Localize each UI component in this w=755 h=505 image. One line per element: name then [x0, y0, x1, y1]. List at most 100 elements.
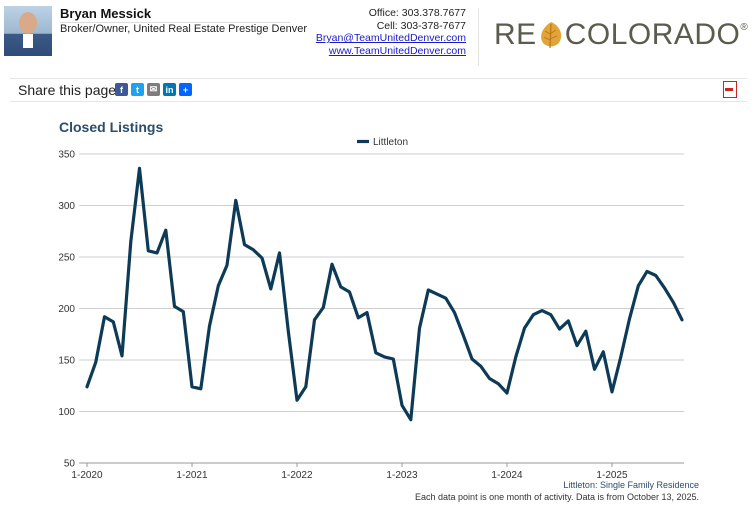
data-point[interactable]: [540, 309, 544, 312]
y-tick-label: 150: [58, 356, 75, 367]
data-point[interactable]: [654, 274, 657, 277]
y-tick-label: 350: [58, 150, 75, 161]
data-point[interactable]: [112, 320, 115, 324]
x-tick-label: 1-2020: [71, 470, 103, 480]
data-point[interactable]: [120, 354, 124, 358]
data-point[interactable]: [462, 334, 465, 337]
data-point[interactable]: [549, 313, 552, 316]
data-point[interactable]: [479, 364, 482, 368]
data-point[interactable]: [505, 391, 509, 395]
data-point[interactable]: [260, 256, 264, 260]
data-point[interactable]: [348, 290, 351, 294]
data-point[interactable]: [602, 350, 605, 353]
data-point[interactable]: [365, 311, 369, 314]
email-link[interactable]: Bryan@TeamUnitedDenver.com: [315, 32, 466, 44]
add-icon[interactable]: +: [179, 83, 192, 96]
data-point[interactable]: [418, 326, 421, 330]
re-colorado-logo: RE COLORADO®: [494, 18, 748, 51]
data-point[interactable]: [287, 329, 290, 333]
data-point[interactable]: [234, 199, 237, 202]
data-point[interactable]: [147, 249, 150, 253]
avatar: [4, 6, 52, 56]
data-point[interactable]: [488, 377, 491, 380]
email-icon[interactable]: ✉: [147, 83, 160, 96]
data-point[interactable]: [357, 316, 360, 319]
data-point[interactable]: [637, 284, 640, 288]
facebook-icon[interactable]: f: [115, 83, 128, 96]
y-tick-label: 100: [58, 407, 75, 418]
data-point[interactable]: [217, 284, 220, 288]
data-point[interactable]: [453, 311, 456, 314]
x-tick-label: 1-2025: [596, 470, 628, 480]
x-tick-label: 1-2021: [176, 470, 208, 480]
data-point[interactable]: [225, 264, 229, 267]
data-point[interactable]: [199, 387, 202, 391]
data-point[interactable]: [497, 382, 500, 385]
data-point[interactable]: [523, 326, 526, 330]
data-point[interactable]: [208, 324, 211, 328]
data-point[interactable]: [278, 251, 281, 255]
source-footnote: Each data point is one month of activity…: [415, 492, 699, 502]
series-footnote: Littleton: Single Family Residence: [563, 480, 699, 490]
data-point[interactable]: [173, 305, 176, 308]
data-point[interactable]: [532, 313, 535, 316]
data-point[interactable]: [628, 317, 631, 320]
data-point[interactable]: [339, 285, 342, 289]
data-point[interactable]: [619, 355, 622, 359]
data-point[interactable]: [85, 385, 89, 388]
data-point[interactable]: [584, 329, 587, 333]
contact-block: Office: 303.378.7677 Cell: 303-378-7677 …: [316, 7, 466, 57]
data-point[interactable]: [444, 297, 447, 300]
data-point[interactable]: [593, 368, 596, 371]
pdf-icon[interactable]: [723, 81, 737, 98]
data-point[interactable]: [409, 418, 412, 421]
y-tick-label: 300: [58, 201, 75, 212]
x-tick-label: 1-2024: [491, 470, 523, 480]
series-line-littleton: [85, 166, 684, 422]
data-point[interactable]: [645, 270, 649, 273]
data-point[interactable]: [304, 385, 307, 388]
data-point[interactable]: [575, 344, 579, 347]
closed-listings-chart: 50 100 150 200 250 300 350 1-2020 1-2021 1-2022 1-…: [58, 137, 684, 480]
data-point[interactable]: [663, 286, 666, 290]
data-point[interactable]: [374, 351, 377, 354]
data-point[interactable]: [243, 243, 246, 246]
x-tick-label: 1-2023: [386, 470, 418, 480]
data-point[interactable]: [138, 167, 141, 170]
website-link[interactable]: www.TeamUnitedDenver.com: [328, 44, 466, 57]
data-point[interactable]: [680, 318, 684, 322]
data-point[interactable]: [182, 310, 185, 313]
data-point[interactable]: [190, 385, 194, 388]
data-point[interactable]: [155, 251, 159, 255]
data-point[interactable]: [313, 318, 316, 322]
twitter-icon[interactable]: t: [131, 83, 144, 96]
data-point[interactable]: [322, 306, 325, 309]
data-point[interactable]: [610, 390, 614, 394]
data-point[interactable]: [383, 355, 386, 359]
data-point[interactable]: [295, 398, 299, 402]
data-point[interactable]: [252, 248, 255, 251]
divider: [478, 8, 479, 66]
share-bar: Share this page: f t ✉ in +: [10, 78, 747, 102]
data-point[interactable]: [470, 357, 474, 361]
data-point[interactable]: [514, 355, 517, 359]
data-point[interactable]: [567, 319, 570, 323]
data-point[interactable]: [103, 315, 106, 318]
data-point[interactable]: [672, 301, 675, 304]
data-point[interactable]: [129, 240, 132, 243]
data-point[interactable]: [400, 404, 404, 407]
agent-name: Bryan Messick: [60, 6, 152, 21]
data-point[interactable]: [330, 263, 334, 266]
data-point[interactable]: [94, 360, 97, 364]
linkedin-icon[interactable]: in: [163, 83, 176, 96]
data-point[interactable]: [427, 288, 430, 292]
cell-phone: Cell: 303-378-7677: [376, 19, 466, 32]
office-phone: Office: 303.378.7677: [368, 7, 466, 19]
data-point[interactable]: [269, 287, 272, 291]
data-point[interactable]: [558, 327, 561, 331]
data-point[interactable]: [164, 229, 167, 232]
legend-label: Littleton: [373, 137, 408, 148]
data-point[interactable]: [392, 357, 395, 361]
y-tick-label: 250: [58, 253, 75, 264]
data-point[interactable]: [435, 292, 439, 296]
